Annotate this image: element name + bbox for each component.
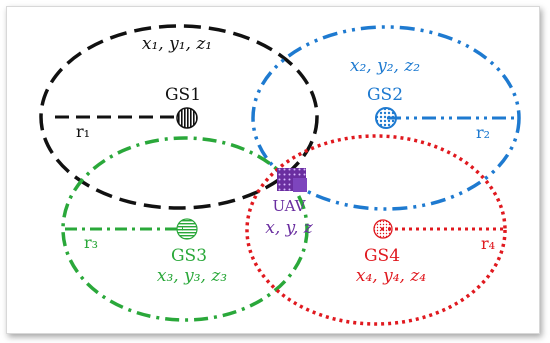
gs3-coordinates: x₃, y₃, z₃	[157, 266, 227, 286]
gs3-coverage-circle	[61, 136, 309, 322]
gs1-coordinates: x₁, y₁, z₁	[142, 34, 212, 54]
gs1-coverage-circle	[39, 24, 319, 210]
gs4-coverage-circle	[245, 134, 507, 326]
diagram-frame: x₁, y₁, z₁ x₂, y₂, z₂ x₃, y₃, z₃ x₄, y₄,…	[6, 6, 540, 334]
gs4-radius-label: r₄	[481, 234, 495, 253]
gs2-coverage-circle	[251, 25, 521, 211]
gs2-radius-label: r₂	[476, 123, 490, 142]
striped-circle-icon	[176, 107, 198, 129]
speckled-circle-icon	[373, 219, 393, 239]
gs4-coordinates: x₄, y₄, z₄	[356, 266, 426, 286]
gs3-radius-label: r₃	[84, 233, 98, 252]
coverage-diagram: x₁, y₁, z₁ x₂, y₂, z₂ x₃, y₃, z₃ x₄, y₄,…	[39, 24, 521, 326]
gs3-label: GS3	[171, 246, 207, 266]
gs1-label: GS1	[165, 85, 201, 105]
gs2-label: GS2	[367, 85, 403, 105]
gs1-radius-label: r₁	[76, 122, 90, 141]
drone-icon	[277, 168, 307, 192]
uav-label: UAV	[272, 197, 306, 215]
dotted-circle-icon	[375, 107, 397, 129]
gs2-coordinates: x₂, y₂, z₂	[350, 56, 420, 76]
uav-coordinates: x, y, z	[265, 218, 314, 238]
gs4-label: GS4	[364, 246, 400, 266]
hatched-circle-icon	[176, 218, 198, 240]
